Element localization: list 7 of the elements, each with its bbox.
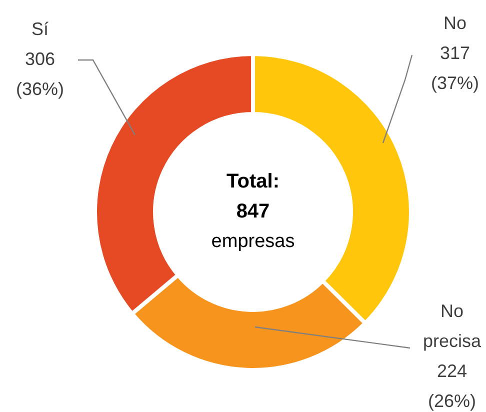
slice-label: No bbox=[443, 12, 467, 33]
text: Total: 847 empresas bbox=[211, 170, 295, 252]
data-label: 224 (26%) bbox=[428, 360, 476, 411]
data-label: 306 (36%) bbox=[16, 48, 64, 99]
slice-label: Sí bbox=[31, 18, 49, 39]
slice-label: No precisa bbox=[422, 300, 482, 351]
data-label: 317 (37%) bbox=[430, 42, 480, 93]
